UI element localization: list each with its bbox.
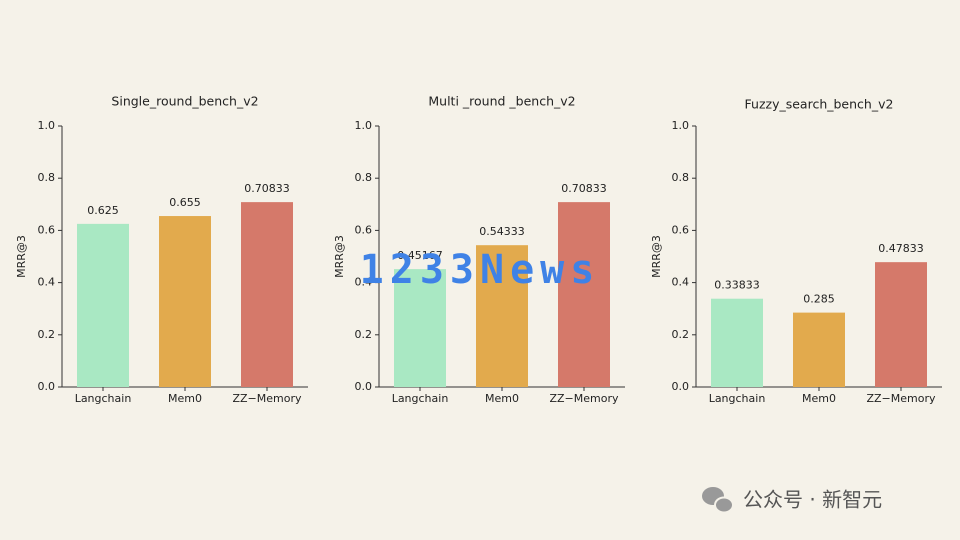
bar xyxy=(394,269,446,387)
y-tick-label: 0.8 xyxy=(38,171,56,184)
bar xyxy=(476,245,528,387)
bar xyxy=(77,223,129,387)
value-label: 0.655 xyxy=(169,196,201,209)
y-tick-label: 1.0 xyxy=(38,119,56,132)
bar xyxy=(241,202,293,387)
y-tick-label: 0.4 xyxy=(38,276,56,289)
x-tick-label: Mem0 xyxy=(485,392,519,405)
y-tick-label: 0.0 xyxy=(38,380,56,393)
watermark: 1233News xyxy=(360,247,601,293)
value-label: 0.54333 xyxy=(479,225,525,238)
y-tick-label: 0.6 xyxy=(38,223,56,236)
value-label: 0.70833 xyxy=(244,182,290,195)
value-label: 0.285 xyxy=(803,293,835,306)
chart-title: Single_round_bench_v2 xyxy=(111,94,258,109)
y-tick-label: 1.0 xyxy=(355,119,373,132)
y-tick-label: 0.0 xyxy=(672,380,690,393)
y-tick-label: 1.0 xyxy=(672,119,690,132)
bar xyxy=(793,312,845,387)
y-tick-label: 0.2 xyxy=(672,328,690,341)
y-tick-label: 0.2 xyxy=(355,328,373,341)
y-tick-label: 0.2 xyxy=(38,328,56,341)
x-tick-label: Langchain xyxy=(392,392,449,405)
chart-title: Multi _round _bench_v2 xyxy=(428,94,575,109)
wechat-icon xyxy=(702,487,734,514)
x-tick-label: Langchain xyxy=(75,392,132,405)
chart-title: Fuzzy_search_bench_v2 xyxy=(745,97,894,112)
y-tick-label: 0.4 xyxy=(672,276,690,289)
y-axis-label: MRR@3 xyxy=(15,235,28,278)
y-tick-label: 0.8 xyxy=(672,171,690,184)
bar xyxy=(875,262,927,387)
x-tick-label: ZZ−Memory xyxy=(866,392,936,405)
x-tick-label: ZZ−Memory xyxy=(232,392,302,405)
x-tick-label: ZZ−Memory xyxy=(549,392,619,405)
y-tick-label: 0.4 xyxy=(355,276,373,289)
value-label: 0.47833 xyxy=(878,242,924,255)
y-axis-label: MRR@3 xyxy=(333,235,346,278)
y-tick-label: 0.6 xyxy=(355,223,373,236)
y-tick-label: 0.0 xyxy=(355,380,373,393)
x-tick-label: Langchain xyxy=(709,392,766,405)
bar xyxy=(558,202,610,387)
x-tick-label: Mem0 xyxy=(168,392,202,405)
footer: 公众号 · 新智元 xyxy=(743,488,882,512)
value-label: 0.45167 xyxy=(397,249,443,262)
value-label: 0.625 xyxy=(87,204,119,217)
value-label: 0.33833 xyxy=(714,279,760,292)
y-tick-label: 0.6 xyxy=(672,223,690,236)
bar xyxy=(711,298,763,387)
y-tick-label: 0.8 xyxy=(355,171,373,184)
bar xyxy=(159,216,211,387)
x-tick-label: Mem0 xyxy=(802,392,836,405)
y-axis-label: MRR@3 xyxy=(650,235,663,278)
value-label: 0.70833 xyxy=(561,182,607,195)
